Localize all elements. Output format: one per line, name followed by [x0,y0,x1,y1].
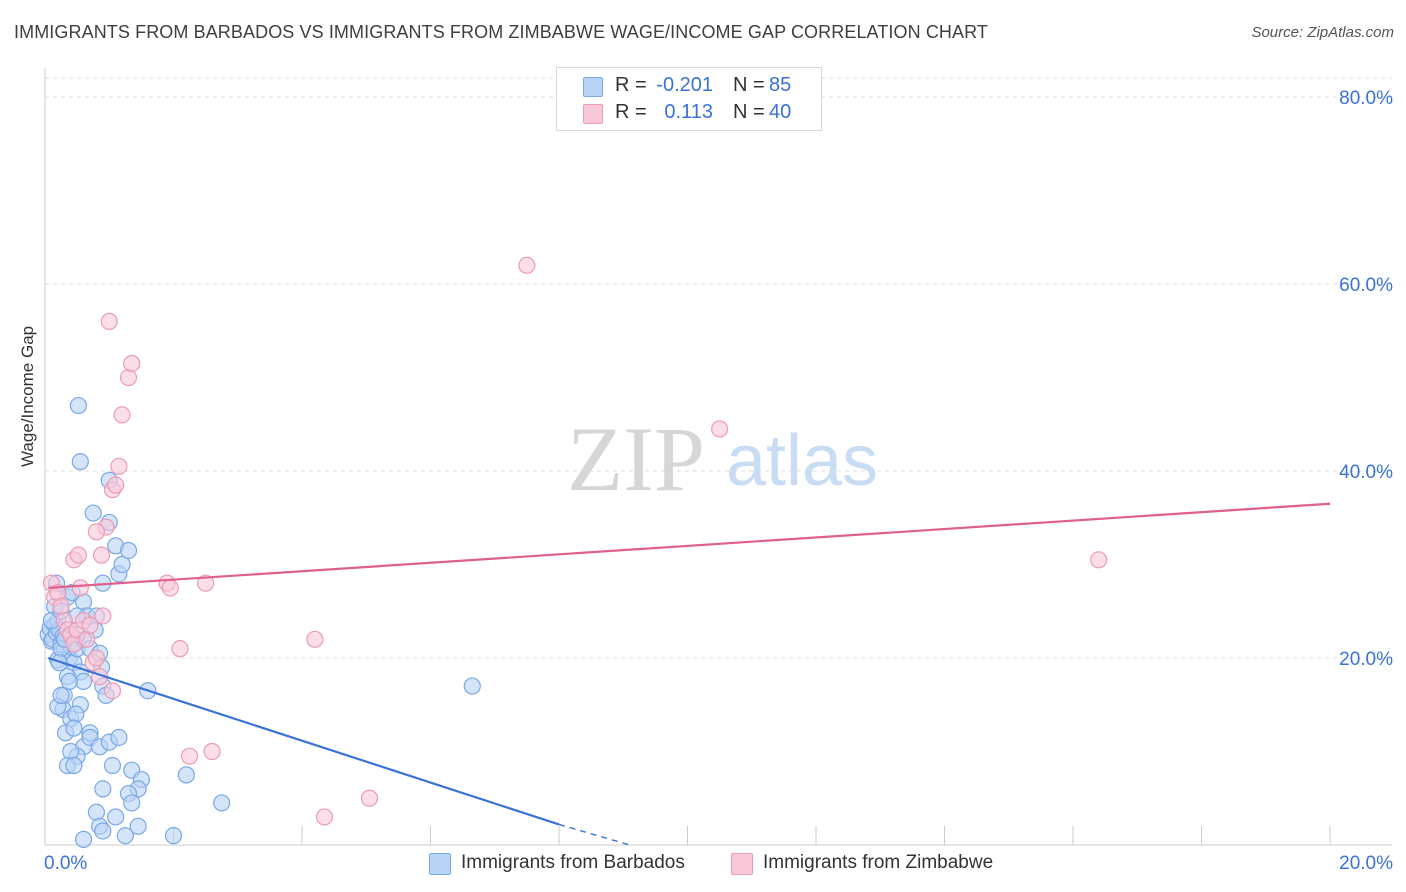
legend-swatch-pink [731,853,753,875]
zimbabwe-point [1090,551,1108,569]
y-axis-label: Wage/Income Gap [18,325,37,467]
barbados-point [65,719,83,737]
zimbabwe-point [87,523,106,541]
barbados-point [119,541,138,560]
barbados-point [107,808,125,826]
barbados-point [87,803,106,821]
barbados-point [65,756,83,775]
barbados-point [74,830,93,848]
zimbabwe-point [161,579,179,597]
legend-n-value: 40 [769,101,792,123]
zimbabwe-point [71,579,89,597]
legend-r-label: R = [615,101,647,123]
zimbabwe-point [360,789,379,807]
trend-lines [47,502,1331,846]
barbados-point [69,396,88,415]
barbados-point [113,555,131,574]
zimbabwe-point [119,368,138,387]
barbados-point [177,766,195,784]
barbados-point [52,686,70,705]
zimbabwe-point [78,630,96,648]
zimbabwe-point [110,457,128,475]
barbados-point [94,822,112,840]
legend-swatch-blue [429,853,451,875]
zimbabwe-trend-line [48,502,1331,589]
zimbabwe-point [315,808,334,826]
zimbabwe-point [107,476,125,494]
legend-n-value: 85 [769,74,792,96]
zimbabwe-point [69,546,88,564]
legend-n-label: N = [733,101,765,123]
barbados-point [71,453,89,471]
zimbabwe-point [92,546,111,564]
tick-labels: 20.0% 40.0% 60.0% 80.0% 0.0% 20.0% [44,88,1393,874]
barbados-point [110,728,128,747]
y-tick-label: 80.0% [1339,88,1393,109]
zimbabwe-point [171,640,189,658]
zimbabwe-point [180,747,199,765]
zimbabwe-point [52,597,70,616]
source-credit: Source: ZipAtlas.com [1251,24,1394,41]
legend-r-value: -0.201 [656,74,713,96]
barbados-point [213,794,231,812]
legend-n-label: N = [733,74,765,96]
barbados-point [164,827,183,845]
legend-label: Immigrants from Zimbabwe [763,852,994,873]
barbados-point [116,827,134,845]
zimbabwe-point [197,574,215,592]
zimbabwe-point [87,649,106,667]
barbados-point [67,705,85,723]
axes [44,68,1392,846]
series-legend: Immigrants from Barbados Immigrants from… [0,852,1406,878]
barbados-point [103,756,122,775]
x-tick-label-max: 20.0% [1339,853,1393,874]
legend-swatch-blue [583,77,603,97]
barbados-point [129,817,147,835]
x-tick-label-min: 0.0% [44,853,87,874]
zimbabwe-point [203,742,221,761]
legend-row-barbados: R = -0.201 N = 85 [557,74,821,102]
legend-row-zimbabwe: R = 0.113 N = 40 [557,101,821,129]
barbados-trend-extension [558,823,630,846]
zimbabwe-point [94,607,112,625]
barbados-point [463,677,481,695]
zimbabwe-point [113,406,131,424]
y-tick-label: 40.0% [1339,462,1393,483]
zimbabwe-point [518,256,536,274]
legend-label: Immigrants from Barbados [461,852,685,873]
grid-lines [45,77,1392,659]
zimbabwe-point [306,630,324,648]
legend-r-value: 0.113 [664,101,713,123]
zimbabwe-point [103,682,122,700]
y-tick-label: 20.0% [1339,649,1393,670]
chart-title: IMMIGRANTS FROM BARBADOS VS IMMIGRANTS F… [14,22,988,42]
barbados-point [84,504,102,522]
data-points [39,256,1108,848]
zimbabwe-point [123,354,141,373]
legend-r-label: R = [615,74,647,96]
correlation-legend: R = -0.201 N = 85 R = 0.113 N = 40 [556,67,822,131]
watermark-atlas: atlas [726,421,878,501]
legend-swatch-pink [583,104,603,124]
barbados-trend-line [47,656,560,826]
zimbabwe-point [100,312,118,330]
zimbabwe-point [711,420,729,438]
barbados-point [62,742,80,761]
y-tick-label: 60.0% [1339,275,1393,296]
barbados-point [94,780,112,798]
barbados-point [60,672,79,690]
zimbabwe-point [81,616,99,634]
watermark-zip: ZIP [567,408,705,510]
barbados-point [123,794,141,812]
watermark: ZIP atlas [567,408,878,510]
